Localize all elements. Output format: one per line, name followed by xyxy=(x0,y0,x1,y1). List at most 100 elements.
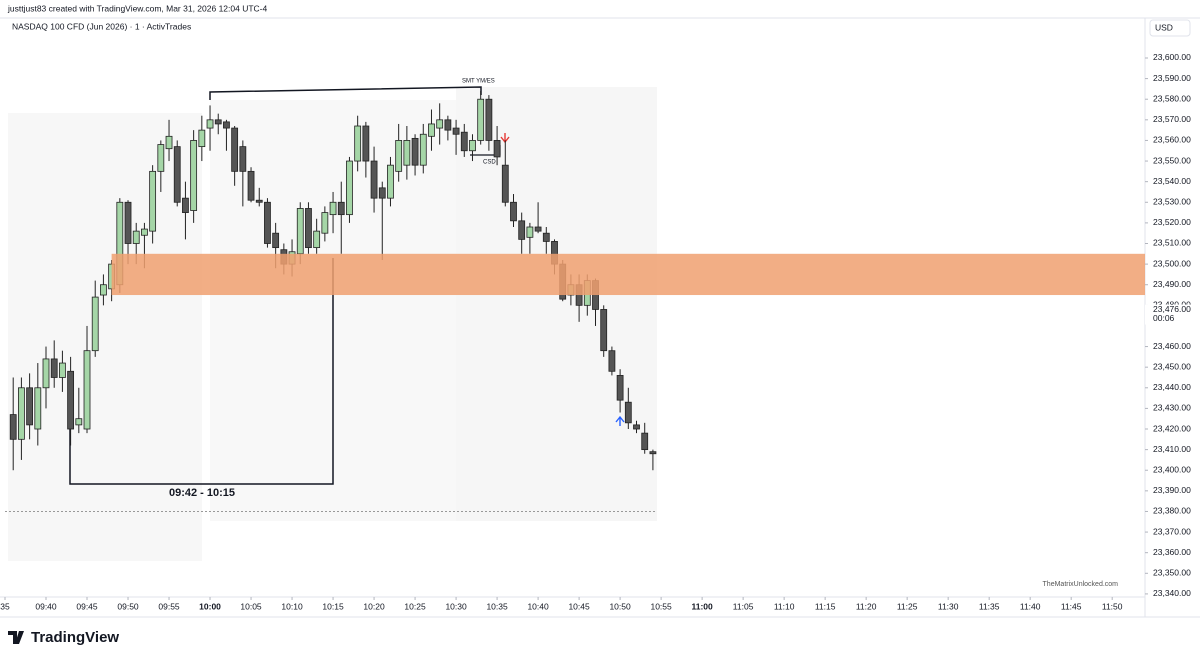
currency-box xyxy=(1149,19,1191,37)
candle-body xyxy=(518,220,526,240)
x-tick-label: 11:35 xyxy=(979,601,1000,611)
x-tick-label: 11:40 xyxy=(1020,601,1041,611)
candle-body xyxy=(91,296,99,352)
x-tick-label: 10:15 xyxy=(322,601,344,611)
last-price: 23,476.00 xyxy=(1153,304,1191,314)
candle-body xyxy=(362,125,370,162)
candle-body xyxy=(214,119,222,125)
x-tick-label: 11:45 xyxy=(1061,601,1082,611)
up-arrow xyxy=(615,415,625,426)
candle-body xyxy=(50,358,58,378)
y-tick-label: 23,570.00 xyxy=(1153,114,1191,124)
candle-body xyxy=(83,350,91,430)
candle-body xyxy=(321,212,329,234)
y-tick-label: 23,370.00 xyxy=(1153,526,1191,536)
range-label: 09:42 - 10:15 xyxy=(169,487,235,499)
candle-body xyxy=(337,201,345,216)
x-tick-label: 10:00 xyxy=(199,601,221,611)
candle-body xyxy=(469,140,476,152)
candle-body xyxy=(198,129,206,148)
candle-body xyxy=(616,375,624,401)
range-box xyxy=(69,258,334,485)
y-tick-label: 23,410.00 xyxy=(1153,444,1191,454)
y-tick-label: 23,340.00 xyxy=(1153,588,1191,598)
x-tick-label: 11:05 xyxy=(733,601,754,611)
candle-body xyxy=(239,146,247,172)
candle-body xyxy=(452,127,460,135)
y-tick-label: 23,490.00 xyxy=(1153,279,1191,289)
candle-body xyxy=(624,401,632,424)
x-tick-label: 11:50 xyxy=(1102,601,1123,611)
y-tick-label: 23,580.00 xyxy=(1153,93,1191,103)
x-tick-label: 09:45 xyxy=(76,601,98,611)
candle-body xyxy=(370,160,378,199)
x-tick-label: 10:45 xyxy=(568,601,590,611)
y-tick-label: 23,520.00 xyxy=(1153,217,1191,227)
candle-body xyxy=(493,140,501,158)
candle-body xyxy=(600,309,608,352)
candle-body xyxy=(34,387,42,430)
x-tick-label: 10:10 xyxy=(281,601,303,611)
y-tick-label: 23,400.00 xyxy=(1153,464,1191,474)
smt-label: SMT YM/ES xyxy=(462,79,495,85)
x-tick-label: 10:40 xyxy=(527,601,549,611)
x-tick-label: 11:25 xyxy=(897,601,918,611)
candle-body xyxy=(67,370,75,430)
x-tick-label: 10:20 xyxy=(363,601,385,611)
candle-body xyxy=(75,418,83,426)
candle-body xyxy=(346,160,353,216)
candle-body xyxy=(190,140,198,211)
candle-body xyxy=(419,133,427,166)
x-tick-label: 11:30 xyxy=(938,601,959,611)
candle-body xyxy=(542,232,550,242)
y-tick-label: 23,390.00 xyxy=(1153,485,1191,495)
candle-body xyxy=(477,98,485,141)
candle-body xyxy=(444,119,452,131)
tv-logo-mark xyxy=(8,631,24,644)
candle-body xyxy=(255,199,263,203)
y-tick-label: 23,430.00 xyxy=(1153,403,1191,413)
candle-body xyxy=(485,98,493,141)
byline: justtjust83 created with TradingView.com… xyxy=(7,3,267,13)
candle-body xyxy=(157,144,165,172)
candle-body xyxy=(395,140,403,172)
candle-body xyxy=(305,208,312,249)
x-tick-label: 09:50 xyxy=(117,601,139,611)
candle-body xyxy=(223,121,230,129)
candle-body xyxy=(124,201,132,244)
x-tick-label: 11:10 xyxy=(774,601,795,611)
candle-body xyxy=(182,197,189,213)
candle-body xyxy=(165,135,173,150)
candle-body xyxy=(272,232,280,249)
y-tick-label: 23,420.00 xyxy=(1153,423,1191,433)
y-tick-label: 23,550.00 xyxy=(1153,155,1191,165)
y-tick-label: 23,360.00 xyxy=(1153,547,1191,557)
x-tick-label: 10:35 xyxy=(486,601,508,611)
candle-body xyxy=(403,140,411,166)
candle-body xyxy=(641,432,649,451)
zone xyxy=(111,253,1146,296)
candle-body xyxy=(649,451,657,455)
x-tick-label: 11:15 xyxy=(815,601,836,611)
candle-body xyxy=(59,362,66,378)
candle-body xyxy=(329,201,337,216)
symbol-title: NASDAQ 100 CFD (Jun 2026) · 1 · ActivTra… xyxy=(12,21,191,31)
candle-body xyxy=(526,226,534,238)
x-tick-label: 10:25 xyxy=(404,601,426,611)
x-tick-label: 10:30 xyxy=(445,601,467,611)
y-tick-label: 23,590.00 xyxy=(1153,73,1191,83)
y-tick-label: 23,600.00 xyxy=(1153,52,1191,62)
candle-body xyxy=(354,125,362,162)
tv-logo: TradingView xyxy=(31,629,119,646)
y-tick-label: 23,530.00 xyxy=(1153,197,1191,207)
candle-body xyxy=(141,228,148,236)
currency: USD xyxy=(1155,22,1173,32)
candle-body xyxy=(460,131,468,152)
candle-body xyxy=(534,226,542,232)
candle-body xyxy=(26,387,34,426)
x-tick-label: 11:00 xyxy=(691,601,713,611)
x-tick-label: 10:50 xyxy=(609,601,631,611)
candle-body xyxy=(428,123,435,137)
y-tick-label: 23,560.00 xyxy=(1153,135,1191,145)
